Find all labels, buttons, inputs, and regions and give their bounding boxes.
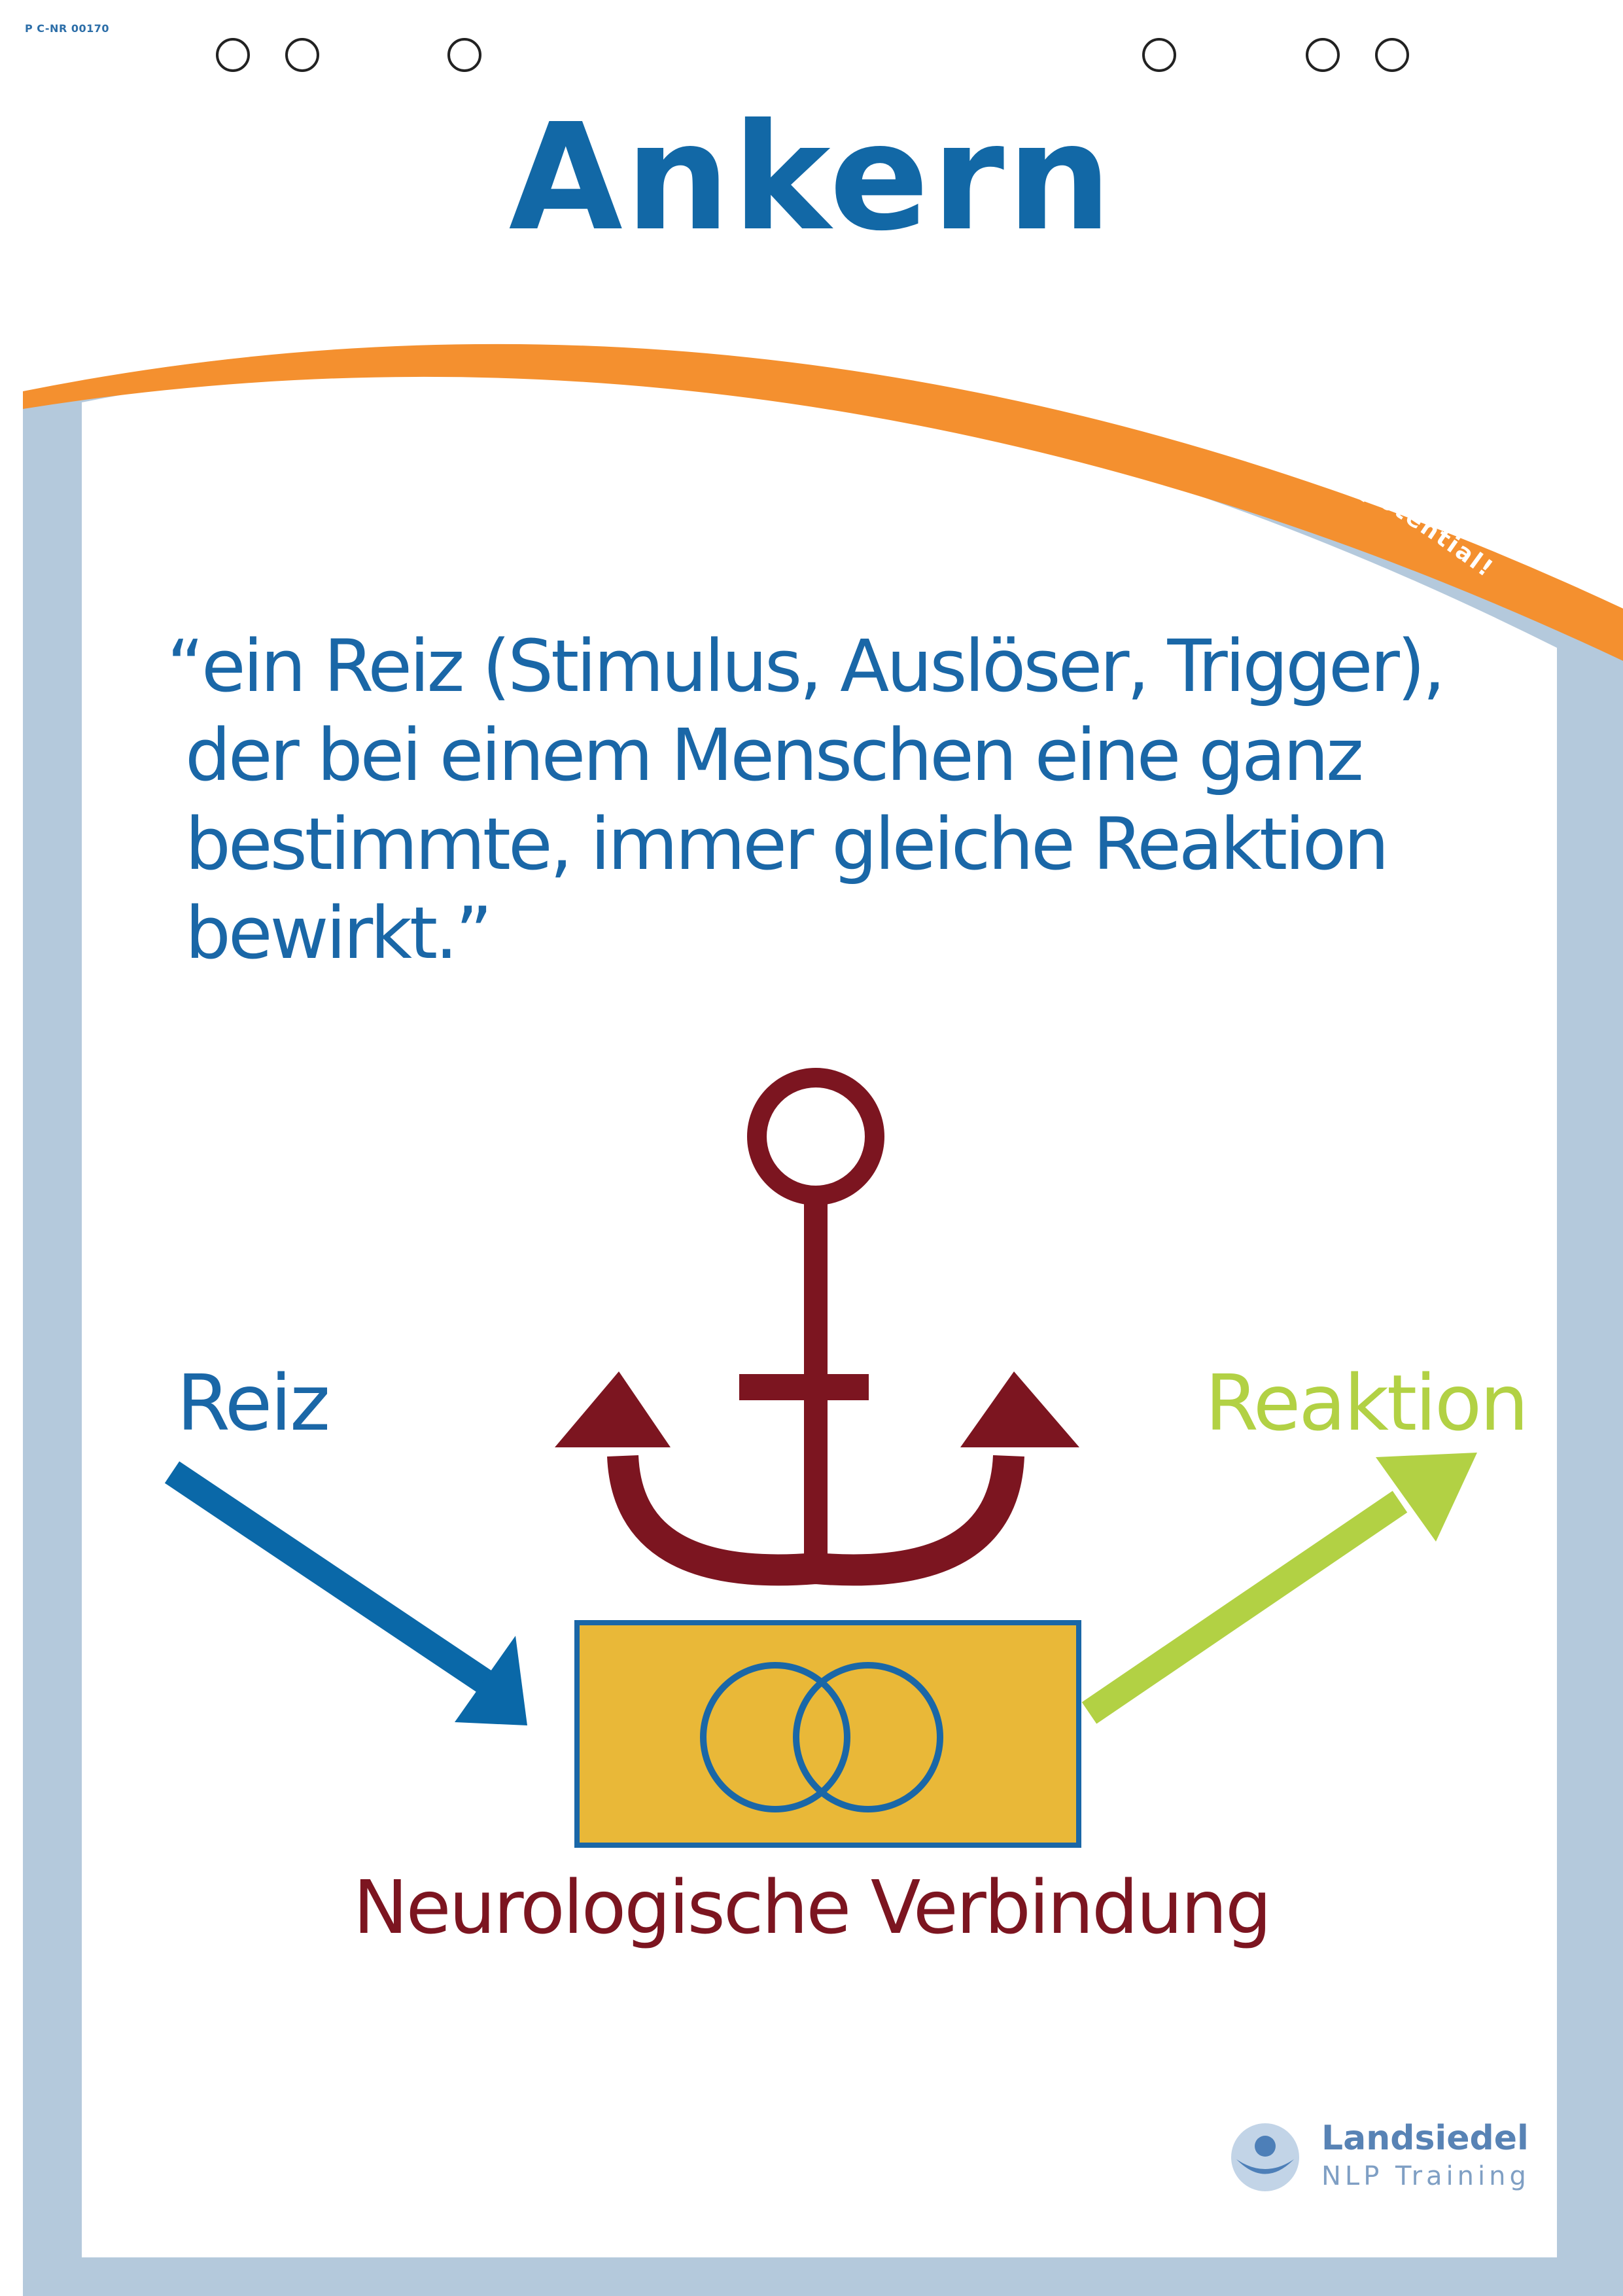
quote-line: bestimmte, immer gleiche Reaktion (185, 802, 1389, 886)
quote-line: der bei einem Menschen eine ganz (185, 713, 1364, 797)
punch-hole (216, 38, 250, 72)
anchor-arms (607, 1455, 1024, 1586)
anchor-left-fluke (555, 1371, 671, 1447)
brand-block: Landsiedel NLP Training (1321, 2121, 1530, 2189)
anchor-right-fluke (960, 1371, 1079, 1447)
stimulus-arrow-head (455, 1636, 527, 1725)
document-code: P C-NR 00170 (25, 22, 109, 35)
response-label: Reaktion (1205, 1358, 1529, 1448)
quote-line: “ein Reiz (Stimulus, Auslöser, Trigger), (167, 624, 1446, 708)
stimulus-label: Reiz (177, 1358, 330, 1448)
punch-holes (216, 38, 1409, 72)
stimulus-arrow (164, 1461, 527, 1725)
ring-left (700, 1662, 850, 1812)
response-arrow (1081, 1453, 1477, 1724)
stimulus-arrow-shaft (164, 1461, 495, 1695)
definition-quote: “ein Reiz (Stimulus, Auslöser, Trigger),… (167, 622, 1508, 978)
punch-hole (1306, 38, 1340, 72)
punch-hole (285, 38, 319, 72)
response-arrow-head (1376, 1453, 1477, 1542)
page-title: Ankern (508, 92, 1115, 264)
brand-name: Landsiedel (1321, 2119, 1529, 2158)
ring-right (793, 1662, 943, 1812)
landsiedel-logo-icon (1231, 2123, 1299, 2191)
anchor-ring (747, 1068, 884, 1205)
brand-subtitle: NLP Training (1321, 2161, 1530, 2191)
response-arrow-shaft (1081, 1491, 1408, 1724)
interlocking-rings-icon (700, 1662, 943, 1812)
quote-line: bewirkt.” (185, 891, 493, 975)
neural-connection-label: Neurologische Verbindung (353, 1865, 1272, 1951)
anchor-icon (607, 1068, 1024, 1586)
punch-hole (1375, 38, 1409, 72)
neural-connection-box (574, 1620, 1081, 1848)
punch-hole (447, 38, 481, 72)
punch-hole (1142, 38, 1176, 72)
orange-arc (23, 344, 1623, 661)
